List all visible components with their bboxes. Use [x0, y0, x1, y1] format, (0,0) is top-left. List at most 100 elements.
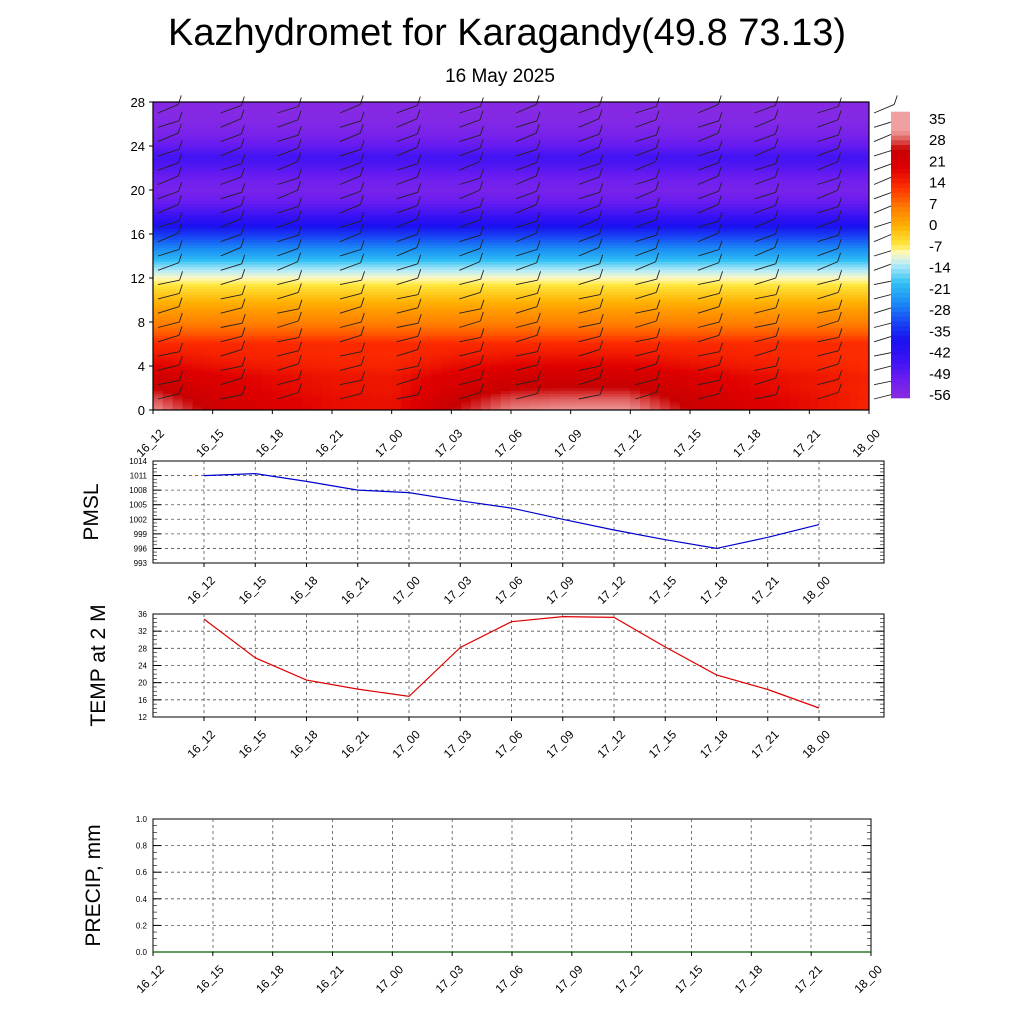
heatmap-cell [570, 379, 581, 383]
heatmap-cell [669, 393, 681, 397]
y-tick-label: 8 [138, 315, 145, 330]
x-tick-label: 17_15 [646, 573, 680, 607]
heatmap-cell [779, 360, 790, 364]
wind-barb-flag [178, 253, 183, 263]
heatmap-cell [321, 365, 333, 370]
heatmap-band [153, 151, 869, 155]
heatmap-band [153, 228, 869, 232]
heatmap-cell [262, 393, 273, 397]
heatmap-cell [550, 379, 562, 383]
x-tick-label: 17_06 [492, 727, 526, 761]
y-tick-label: 0.0 [136, 948, 148, 957]
colorbar-swatch [891, 383, 910, 389]
heatmap-cell [560, 376, 571, 381]
heatmap-cell [242, 354, 253, 359]
wind-barb-flag [298, 370, 303, 380]
heatmap-cell [580, 373, 591, 378]
heatmap-cell [659, 401, 671, 405]
heatmap-cell [361, 343, 373, 348]
x-tick-label: 17_12 [594, 573, 628, 607]
heatmap-cell [232, 379, 243, 383]
heatmap-cell [858, 362, 870, 367]
heatmap-cell [649, 390, 661, 394]
wind-barb-flag [479, 283, 484, 293]
heatmap-cell [182, 401, 194, 405]
heatmap-cell [769, 354, 780, 359]
heatmap-cell [321, 349, 333, 353]
heatmap-cell [341, 379, 353, 383]
colorbar-label: -42 [929, 345, 951, 362]
wind-barb [697, 279, 720, 286]
heatmap-cell [431, 368, 442, 372]
wind-barb [515, 190, 537, 200]
heatmap-cell [550, 390, 562, 394]
wind-barb [754, 277, 776, 286]
heatmap-cell [560, 395, 571, 400]
heatmap-cell [749, 379, 760, 383]
heatmap-cell [470, 384, 482, 389]
wind-barb [277, 308, 299, 314]
heatmap-cell [719, 346, 731, 350]
heatmap-cell [858, 365, 870, 370]
heatmap-cell [739, 406, 750, 411]
wind-barb [754, 118, 776, 128]
heatmap-cell [252, 398, 263, 403]
wind-barb [635, 161, 656, 171]
heatmap-cell [281, 346, 293, 350]
heatmap-cell [361, 395, 373, 400]
heatmap-cell [252, 390, 263, 394]
heatmap-cell [639, 371, 651, 375]
heatmap-cell [729, 362, 741, 367]
heatmap-cell [202, 362, 213, 367]
heatmap-cell [311, 393, 323, 397]
heatmap-cell [152, 362, 164, 367]
heatmap-cell [689, 349, 701, 353]
heatmap-cell [809, 349, 820, 353]
heatmap-cell [540, 387, 552, 392]
wind-barb-flag [479, 354, 484, 365]
heatmap-cell [779, 371, 790, 375]
heatmap-cell [162, 360, 174, 364]
heatmap-cell [560, 343, 571, 348]
heatmap-cell [809, 401, 820, 405]
heatmap-cell [729, 404, 741, 408]
wind-barb [339, 175, 361, 185]
heatmap-cell [222, 406, 233, 411]
heatmap-cell [520, 351, 532, 356]
heatmap-cell [669, 401, 681, 405]
heatmap-cell [252, 371, 263, 375]
heatmap-cell [490, 365, 502, 370]
heatmap-cell [828, 393, 840, 397]
wind-barb [396, 191, 418, 200]
wind-barb [873, 204, 895, 214]
heatmap-cell [510, 382, 522, 386]
heatmap-cell [232, 387, 243, 392]
heatmap-cell [222, 349, 233, 353]
heatmap-cell [202, 365, 213, 370]
wind-barb [817, 308, 839, 314]
heatmap-cell [212, 365, 223, 370]
heatmap-cell [669, 354, 681, 359]
colorbar-label: 21 [929, 153, 946, 170]
heatmap-cell [371, 406, 383, 411]
heatmap-cell [182, 371, 194, 375]
heatmap-cell [311, 401, 323, 405]
heatmap-cell [431, 373, 442, 378]
heatmap-cell [470, 373, 482, 378]
wind-barb [396, 218, 418, 228]
heatmap-cell [172, 371, 184, 375]
wind-barb-flag [655, 210, 660, 220]
heatmap-cell [550, 401, 562, 405]
heatmap-cell [371, 360, 383, 364]
x-tick-label: 16_21 [312, 426, 346, 460]
heatmap-cell [232, 395, 243, 400]
heatmap-cell [769, 357, 780, 361]
colorbar-swatch [891, 168, 910, 175]
y-axis-label: PRECIP, mm [82, 824, 105, 946]
heatmap-cell [709, 376, 721, 381]
wind-barb [754, 335, 777, 343]
heatmap-band [153, 178, 869, 183]
wind-barb-flag [417, 340, 422, 350]
wind-barb [754, 218, 776, 228]
heatmap-cell [689, 395, 701, 400]
